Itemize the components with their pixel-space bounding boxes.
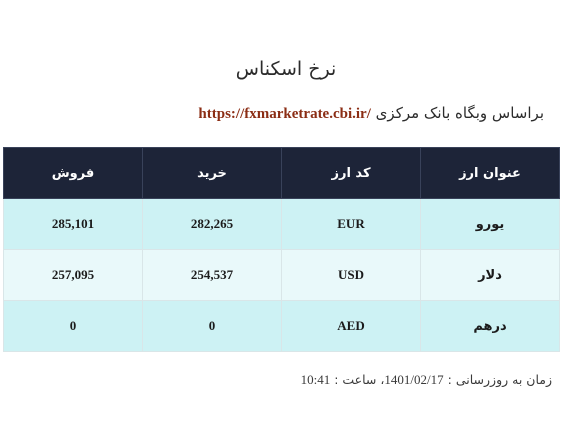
buy-rate: 0 (142, 300, 282, 352)
sell-rate: 285,101 (3, 198, 143, 250)
table-header-row: عنوان ارز کد ارز خرید فروش (3, 147, 560, 199)
currency-name: دلار (420, 249, 560, 301)
page-title: نرخ اسکناس (235, 58, 337, 80)
currency-code: AED (281, 300, 421, 352)
table-row: یورو EUR 282,265 285,101 (3, 198, 560, 250)
buy-rate: 282,265 (142, 198, 282, 250)
table-row: دلار USD 254,537 257,095 (3, 249, 560, 301)
rates-table: عنوان ارز کد ارز خرید فروش یورو EUR 282,… (3, 147, 560, 352)
buy-rate: 254,537 (142, 249, 282, 301)
sell-rate: 0 (3, 300, 143, 352)
sell-rate: 257,095 (3, 249, 143, 301)
source-prefix: براساس وبگاه بانک مرکزی (375, 104, 544, 122)
header-sell: فروش (3, 147, 143, 199)
update-time-value: 10:41 (300, 372, 331, 387)
header-currency-name: عنوان ارز (420, 147, 560, 199)
update-time-label: ، ساعت : (334, 372, 385, 387)
header-currency-code: کد ارز (281, 147, 421, 199)
header-buy: خرید (142, 147, 282, 199)
update-date: 1401/02/17 (384, 372, 444, 387)
update-label: زمان به روزرسانی : (447, 372, 552, 387)
currency-name: درهم (420, 300, 560, 352)
currency-code: EUR (281, 198, 421, 250)
currency-code: USD (281, 249, 421, 301)
update-time: زمان به روزرسانی : 1401/02/17، ساعت : 10… (301, 372, 552, 388)
currency-name: یورو (420, 198, 560, 250)
source-line: براساس وبگاه بانک مرکزی https://fxmarket… (198, 104, 544, 123)
table-row: درهم AED 0 0 (3, 300, 560, 352)
source-link[interactable]: https://fxmarketrate.cbi.ir/ (198, 106, 371, 122)
